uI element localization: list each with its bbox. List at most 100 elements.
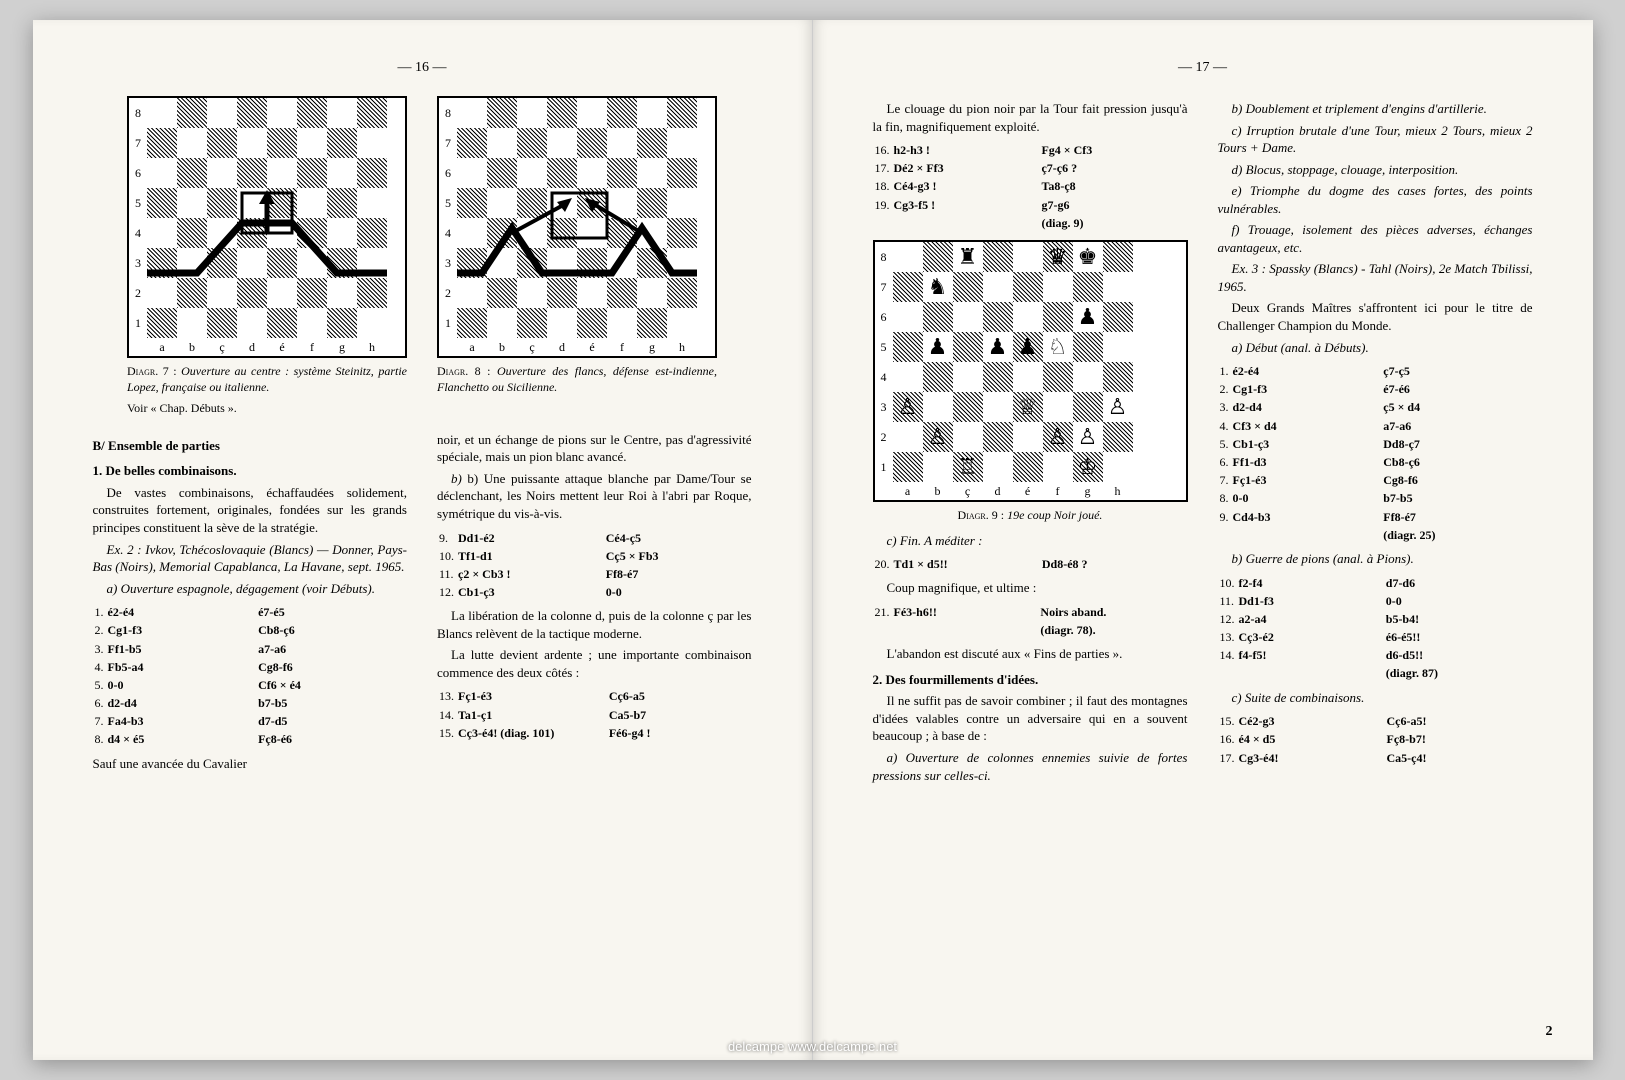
file-label: a xyxy=(147,338,177,356)
square xyxy=(1103,422,1133,452)
rank-label: 2 xyxy=(439,278,457,308)
chessboard-7: 87654321abçdéfgh xyxy=(127,96,407,358)
square xyxy=(207,128,237,158)
square xyxy=(637,278,667,308)
square xyxy=(327,98,357,128)
p-fourm: Il ne suffit pas de savoir combiner ; il… xyxy=(873,692,1188,745)
page-number-right: — 17 — xyxy=(873,60,1533,76)
square xyxy=(667,248,697,278)
square xyxy=(607,98,637,128)
col2-e: e) Triomphe du dogme des cases fortes, d… xyxy=(1218,182,1533,217)
square xyxy=(637,248,667,278)
watermark: delcampe www.delcampe.net xyxy=(728,1039,897,1054)
rank-label: 7 xyxy=(439,128,457,158)
move-row: 3.d2-d4ç5 × d4 xyxy=(1218,398,1533,416)
rank-label: 2 xyxy=(875,422,893,452)
move-row: (diagr. 87) xyxy=(1218,664,1533,682)
file-label: d xyxy=(237,338,267,356)
corner-page-number: 2 xyxy=(1546,1024,1553,1040)
square xyxy=(1013,302,1043,332)
square xyxy=(667,218,697,248)
diagram-9-wrapper: 8♜♛♚7♞6♟5♟♟♟♘43♙♕♙2♙♙♙1♖♔abçdéfgh Diagr.… xyxy=(873,240,1188,524)
square xyxy=(517,308,547,338)
square xyxy=(177,188,207,218)
sub-1-heading: 1. De belles combinaisons. xyxy=(93,462,408,480)
square xyxy=(237,218,267,248)
file-label: a xyxy=(893,482,923,500)
square xyxy=(177,278,207,308)
square xyxy=(547,278,577,308)
sub-a: a) Ouverture espagnole, dégagement (voir… xyxy=(93,580,408,598)
square: ♙ xyxy=(923,422,953,452)
square xyxy=(357,218,387,248)
square xyxy=(357,98,387,128)
col2-f: f) Trouage, isolement des pièces adverse… xyxy=(1218,221,1533,256)
square xyxy=(637,158,667,188)
square xyxy=(177,218,207,248)
square xyxy=(1103,362,1133,392)
file-label: ç xyxy=(953,482,983,500)
rank-label: 8 xyxy=(439,98,457,128)
square xyxy=(147,218,177,248)
page-number-left: — 16 — xyxy=(93,60,752,76)
square xyxy=(983,422,1013,452)
chessboard-9: 8♜♛♚7♞6♟5♟♟♟♘43♙♕♙2♙♙♙1♖♔abçdéfgh xyxy=(873,240,1188,502)
sub-c-fin: c) Fin. A méditer : xyxy=(873,532,1188,550)
para-after-b: La libération de la colonne d, puis de l… xyxy=(437,607,752,642)
para-after-b2: La lutte devient ardente ; une important… xyxy=(437,646,752,681)
rank-label: 7 xyxy=(875,272,893,302)
square xyxy=(1013,422,1043,452)
square xyxy=(607,158,637,188)
move-row: 15.Cé2-g3Cç6-a5! xyxy=(1218,712,1533,730)
square xyxy=(457,248,487,278)
square xyxy=(923,302,953,332)
square xyxy=(1013,452,1043,482)
page-left: — 16 — 87654321abçdéfgh Diagr. 7 : Ouver… xyxy=(33,20,813,1060)
square: ♘ xyxy=(1043,332,1073,362)
square xyxy=(667,98,697,128)
move-row: 21.Fé3-h6!!Noirs aband. xyxy=(873,603,1188,621)
square xyxy=(487,308,517,338)
move-row: 14.Ta1-ç1Ca5-b7 xyxy=(437,706,752,724)
move-row: 5.0-0Cf6 × é4 xyxy=(93,676,408,694)
square xyxy=(267,248,297,278)
move-row: 7.Fç1-é3Cg8-f6 xyxy=(1218,471,1533,489)
square: ♟ xyxy=(1073,302,1103,332)
square xyxy=(577,158,607,188)
square xyxy=(1103,272,1133,302)
move-row: 12.a2-a4b5-b4! xyxy=(1218,610,1533,628)
square xyxy=(207,188,237,218)
square: ♕ xyxy=(1013,392,1043,422)
col2-b: b) Doublement et triplement d'engins d'a… xyxy=(1218,100,1533,118)
move-row: 3.Ff1-b5a7-a6 xyxy=(93,640,408,658)
square xyxy=(357,188,387,218)
moves-table-a: 1.é2-é4é7-é52.Cg1-f3Cb8-ç63.Ff1-b5a7-a64… xyxy=(93,603,408,749)
square xyxy=(1073,332,1103,362)
square xyxy=(267,128,297,158)
square xyxy=(667,128,697,158)
file-label: b xyxy=(923,482,953,500)
square xyxy=(147,308,177,338)
square xyxy=(1013,242,1043,272)
square xyxy=(327,128,357,158)
page-right: — 17 — Le clouage du pion noir par la To… xyxy=(813,20,1593,1060)
move-row: 6.d2-d4b7-b5 xyxy=(93,694,408,712)
file-label: f xyxy=(607,338,637,356)
square xyxy=(357,158,387,188)
square xyxy=(487,248,517,278)
move-row: 16.h2-h3 !Fg4 × Cf3 xyxy=(873,141,1188,159)
rank-label: 5 xyxy=(439,188,457,218)
square xyxy=(297,188,327,218)
square xyxy=(667,188,697,218)
square: ♛ xyxy=(1043,242,1073,272)
diagrams-row: 87654321abçdéfgh Diagr. 7 : Ouverture au… xyxy=(93,96,752,417)
move-row: 11.ç2 × Cb3 !Ff8-é7 xyxy=(437,565,752,583)
square xyxy=(177,98,207,128)
moves-table-b: 9.Dd1-é2Cé4-ç510.Tf1-d1Cç5 × Fb311.ç2 × … xyxy=(437,529,752,602)
square xyxy=(607,188,637,218)
move-row: 18.Cé4-g3 !Ta8-ç8 xyxy=(873,177,1188,195)
diagram-7-caption: Diagr. 7 : Ouverture au centre : système… xyxy=(127,364,407,395)
square xyxy=(457,158,487,188)
square xyxy=(147,188,177,218)
square xyxy=(953,272,983,302)
